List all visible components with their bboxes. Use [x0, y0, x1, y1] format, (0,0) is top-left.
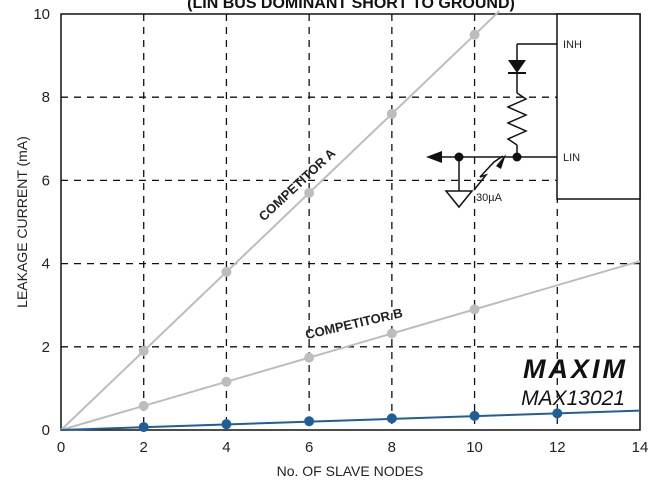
data-point [221, 266, 232, 277]
x-tick-label: 6 [305, 439, 313, 456]
diode-icon [508, 60, 526, 73]
axis-ticks: 0 2 4 6 8 10 12 14 0 2 4 6 8 10 [33, 6, 648, 456]
series-line-3 [60, 409, 641, 431]
y-tick-label: 2 [42, 339, 50, 356]
data-point [221, 419, 232, 430]
x-tick-label: 8 [388, 439, 396, 456]
y-tick-label: 0 [42, 422, 50, 439]
arrow-left-icon [426, 151, 442, 163]
data-point [469, 410, 480, 421]
x-tick-label: 10 [466, 439, 483, 456]
x-axis-title: No. OF SLAVE NODES [277, 463, 424, 479]
series-line-2 [60, 260, 641, 431]
data-point [304, 352, 315, 363]
y-tick-label: 10 [33, 6, 50, 23]
resistor-icon [506, 92, 528, 146]
ground-icon [444, 190, 474, 209]
node-dot-icon [512, 152, 522, 162]
chart-title: (LIN BUS DOMINANT SHORT TO GROUND) [187, 0, 515, 12]
series-layer [60, 10, 641, 433]
x-tick-label: 4 [222, 439, 230, 456]
data-point [138, 422, 149, 433]
x-tick-label: 14 [632, 439, 649, 456]
data-point [386, 108, 397, 119]
data-point [386, 328, 397, 339]
data-point [469, 29, 480, 40]
series-line-1 [60, 10, 501, 431]
data-point [386, 413, 397, 424]
x-tick-label: 2 [140, 439, 148, 456]
transceiver-box [556, 13, 641, 200]
y-tick-label: 8 [42, 89, 50, 106]
y-axis-title: LEAKAGE CURRENT (mA) [14, 136, 30, 308]
data-point [138, 345, 149, 356]
data-point [221, 376, 232, 387]
current-source-arrow-icon [473, 155, 504, 191]
x-tick-label: 0 [57, 439, 65, 456]
data-point [304, 187, 315, 198]
lin-pin-label: LIN [563, 152, 580, 164]
inh-pin-label: INH [563, 39, 582, 51]
data-point [552, 408, 563, 419]
current-label: 30µA [476, 192, 503, 204]
maxim-logo: MAXIM [523, 354, 628, 384]
data-point [304, 416, 315, 427]
part-number-label: MAX13021 [521, 387, 625, 410]
data-point [469, 304, 480, 315]
circuit-inset: INH LIN 30µA [426, 13, 641, 209]
data-point [138, 400, 149, 411]
y-tick-label: 4 [42, 256, 50, 273]
grid [61, 14, 640, 430]
plot-area [60, 13, 641, 431]
y-tick-label: 6 [42, 172, 50, 189]
x-tick-label: 12 [549, 439, 566, 456]
